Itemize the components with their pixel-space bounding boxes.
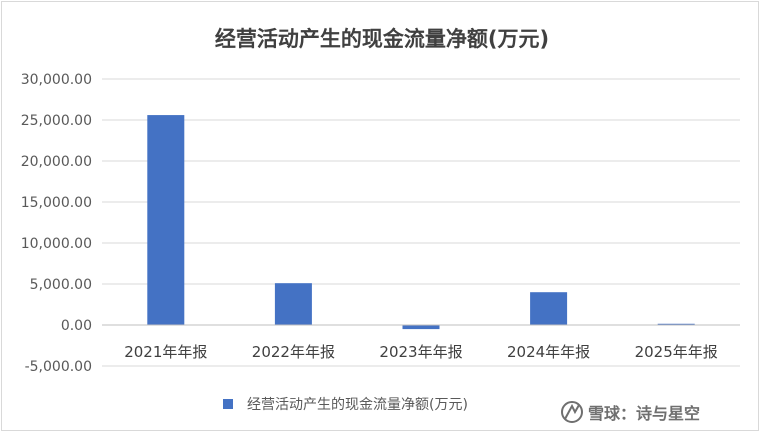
x-tick-label: 2025年年报 [635,343,718,361]
bars [147,115,695,330]
bar [530,292,568,325]
bar [402,325,440,330]
x-tick-label: 2024年年报 [507,343,590,361]
watermark-logo-mark [564,403,580,420]
bar [274,283,312,325]
y-tick-label: 5,000.00 [30,277,92,293]
y-tick-label: 25,000.00 [21,113,92,129]
y-tick-label: -5,000.00 [25,359,92,375]
y-tick-label: 20,000.00 [21,154,92,170]
y-tick-label: 15,000.00 [21,195,92,211]
y-tick-label: 10,000.00 [21,236,92,252]
x-tick-label: 2021年年报 [124,343,207,361]
chart-frame: 经营活动产生的现金流量净额(万元) 30,000.00 25,000.00 20,0… [1,1,759,431]
bar [147,115,185,325]
x-tick-label: 2023年年报 [379,343,462,361]
watermark-text: 雪球：诗与星空 [588,404,700,423]
x-tick-label: 2022年年报 [252,343,335,361]
y-axis-ticks: 30,000.00 25,000.00 20,000.00 15,000.00 10,0… [21,72,92,375]
y-tick-label: 30,000.00 [21,72,92,88]
bar [657,323,695,325]
x-axis-ticks: 2021年年报 2022年年报 2023年年报 2024年年报 2025年年报 [124,343,718,361]
y-tick-label: 0.00 [61,318,92,334]
chart-title: 经营活动产生的现金流量净额(万元) [215,27,549,51]
grid-lines [102,78,740,367]
legend: 经营活动产生的现金流量净额(万元) [223,397,468,413]
chart: 经营活动产生的现金流量净额(万元) 30,000.00 25,000.00 20,0… [21,27,740,423]
legend-label: 经营活动产生的现金流量净额(万元) [247,397,468,413]
watermark-logo [561,401,583,423]
watermark: 雪球：诗与星空 [561,401,700,423]
legend-swatch [223,399,233,409]
